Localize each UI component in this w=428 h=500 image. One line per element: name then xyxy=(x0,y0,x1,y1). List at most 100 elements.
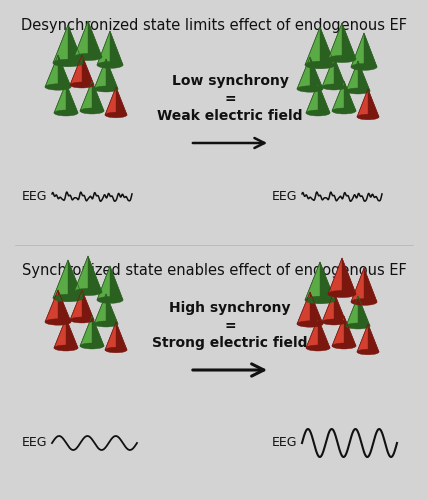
Polygon shape xyxy=(97,31,110,65)
Ellipse shape xyxy=(305,296,335,304)
Ellipse shape xyxy=(357,114,379,120)
Ellipse shape xyxy=(322,84,346,90)
Ellipse shape xyxy=(346,323,370,329)
Polygon shape xyxy=(306,318,318,348)
Polygon shape xyxy=(344,81,356,111)
Polygon shape xyxy=(346,61,358,91)
Polygon shape xyxy=(105,322,116,350)
Ellipse shape xyxy=(328,290,356,298)
Polygon shape xyxy=(332,316,344,346)
Ellipse shape xyxy=(322,319,346,325)
Polygon shape xyxy=(320,262,335,300)
Polygon shape xyxy=(53,260,68,298)
Ellipse shape xyxy=(45,319,71,325)
Ellipse shape xyxy=(70,317,94,323)
Polygon shape xyxy=(116,322,127,350)
Ellipse shape xyxy=(305,61,335,69)
Ellipse shape xyxy=(357,349,379,355)
Polygon shape xyxy=(116,87,127,115)
Ellipse shape xyxy=(74,54,102,60)
Polygon shape xyxy=(92,316,104,346)
Polygon shape xyxy=(94,59,106,89)
Polygon shape xyxy=(106,294,118,324)
Polygon shape xyxy=(318,83,330,113)
Polygon shape xyxy=(346,296,358,326)
Text: EEG: EEG xyxy=(272,190,297,203)
Polygon shape xyxy=(364,33,377,67)
Ellipse shape xyxy=(97,296,123,304)
Polygon shape xyxy=(110,31,123,65)
Polygon shape xyxy=(332,81,344,111)
Ellipse shape xyxy=(297,86,323,92)
Text: EEG: EEG xyxy=(22,436,48,450)
Polygon shape xyxy=(66,83,78,113)
Ellipse shape xyxy=(351,64,377,70)
Text: Low synchrony
=
Weak electric field: Low synchrony = Weak electric field xyxy=(157,74,303,123)
Polygon shape xyxy=(66,318,78,348)
Polygon shape xyxy=(54,318,66,348)
Text: Synchronized state enables effect of endogenous EF: Synchronized state enables effect of end… xyxy=(22,263,406,278)
Polygon shape xyxy=(88,256,102,292)
Polygon shape xyxy=(342,23,356,59)
Polygon shape xyxy=(54,83,66,113)
Polygon shape xyxy=(70,290,82,320)
Ellipse shape xyxy=(332,108,356,114)
Polygon shape xyxy=(305,27,320,65)
Ellipse shape xyxy=(54,345,78,351)
Polygon shape xyxy=(82,55,94,85)
Ellipse shape xyxy=(70,82,94,88)
Polygon shape xyxy=(351,33,364,67)
Ellipse shape xyxy=(346,88,370,94)
Polygon shape xyxy=(310,292,323,324)
Polygon shape xyxy=(328,258,342,294)
Polygon shape xyxy=(334,292,346,322)
Polygon shape xyxy=(322,57,334,87)
Polygon shape xyxy=(358,61,370,91)
Ellipse shape xyxy=(45,84,71,90)
Polygon shape xyxy=(357,324,368,352)
Polygon shape xyxy=(58,55,71,87)
Polygon shape xyxy=(344,316,356,346)
Polygon shape xyxy=(328,23,342,59)
Polygon shape xyxy=(94,294,106,324)
Ellipse shape xyxy=(54,110,78,116)
Polygon shape xyxy=(358,296,370,326)
Polygon shape xyxy=(351,268,364,302)
Polygon shape xyxy=(74,21,88,57)
Polygon shape xyxy=(334,57,346,87)
Polygon shape xyxy=(80,81,92,111)
Ellipse shape xyxy=(94,321,118,327)
Text: High synchrony
=
Strong electric field: High synchrony = Strong electric field xyxy=(152,302,308,350)
Ellipse shape xyxy=(351,298,377,306)
Ellipse shape xyxy=(53,59,83,67)
Polygon shape xyxy=(364,268,377,302)
Polygon shape xyxy=(297,57,310,89)
Ellipse shape xyxy=(105,112,127,118)
Polygon shape xyxy=(320,27,335,65)
Polygon shape xyxy=(322,292,334,322)
Polygon shape xyxy=(97,266,110,300)
Polygon shape xyxy=(110,266,123,300)
Polygon shape xyxy=(310,57,323,89)
Text: Desynchronized state limits effect of endogenous EF: Desynchronized state limits effect of en… xyxy=(21,18,407,33)
Ellipse shape xyxy=(74,288,102,296)
Polygon shape xyxy=(342,258,356,294)
Polygon shape xyxy=(306,83,318,113)
Polygon shape xyxy=(45,290,58,322)
Polygon shape xyxy=(70,55,82,85)
Ellipse shape xyxy=(97,62,123,68)
Polygon shape xyxy=(74,256,88,292)
Polygon shape xyxy=(368,324,379,352)
Ellipse shape xyxy=(306,345,330,351)
Ellipse shape xyxy=(80,343,104,349)
Polygon shape xyxy=(105,87,116,115)
Polygon shape xyxy=(53,25,68,63)
Polygon shape xyxy=(58,290,71,322)
Text: EEG: EEG xyxy=(22,190,48,203)
Ellipse shape xyxy=(105,347,127,353)
Polygon shape xyxy=(68,260,83,298)
Ellipse shape xyxy=(297,321,323,327)
Polygon shape xyxy=(368,89,379,117)
Polygon shape xyxy=(88,21,102,57)
Ellipse shape xyxy=(328,56,356,62)
